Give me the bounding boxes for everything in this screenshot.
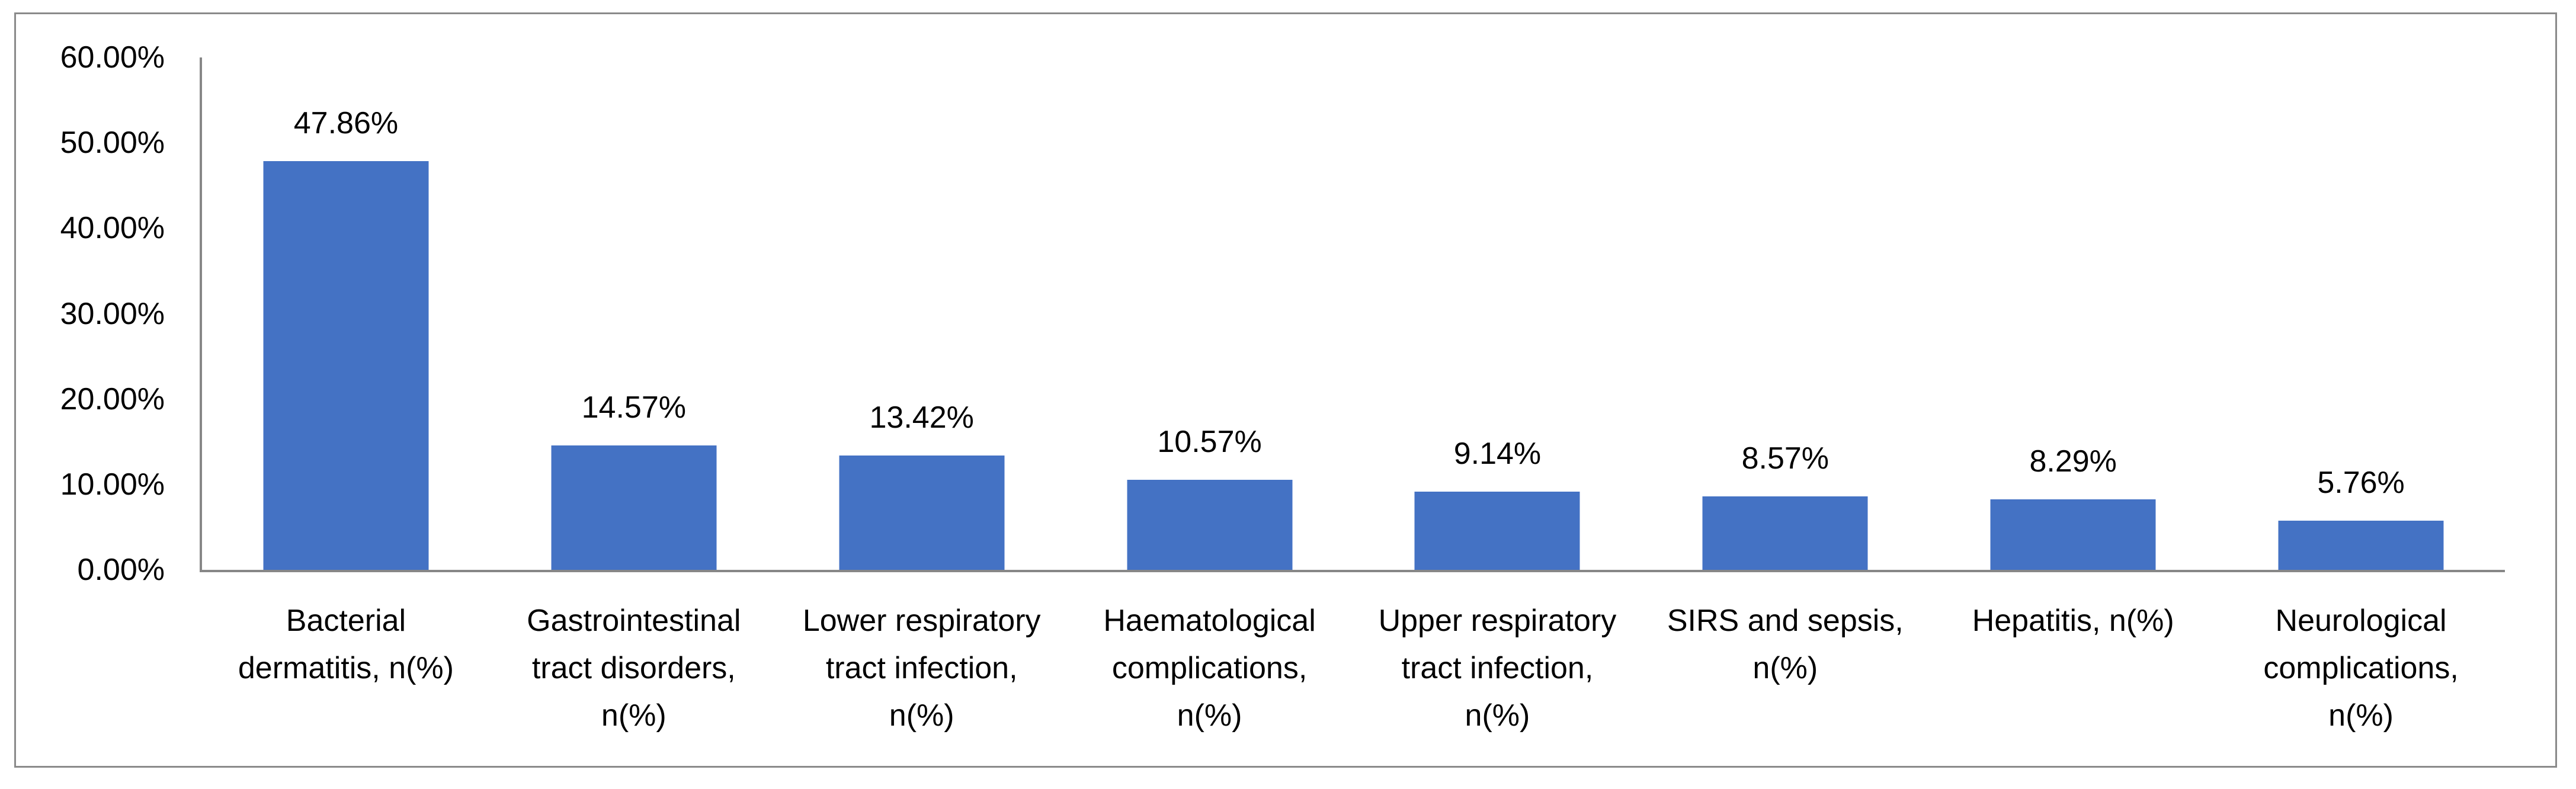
- bar: [1127, 479, 1293, 570]
- y-axis-tick-labels: 0.00% 10.00% 20.00% 30.00% 40.00% 50.00% 60.00…: [0, 0, 165, 789]
- bar-data-label: 5.76%: [2317, 465, 2405, 500]
- category-label: Upper respiratory tract infection, n(%): [1378, 604, 1617, 733]
- x-axis-category-labels: Bacterial dermatitis, n(%) Gastrointestin…: [202, 597, 2505, 739]
- bar-data-label: 9.14%: [1453, 437, 1542, 472]
- bar-slot: 9.14%: [1354, 57, 1642, 570]
- category-label: Lower respiratory tract infection, n(%): [802, 604, 1041, 733]
- bar: [2278, 520, 2444, 570]
- y-axis-tick-label: 0.00%: [77, 553, 165, 587]
- y-axis-tick-label: 40.00%: [60, 211, 165, 246]
- y-axis-tick-label: 60.00%: [60, 40, 165, 75]
- y-axis-tick-label: 50.00%: [60, 126, 165, 161]
- bar-data-label: 47.86%: [293, 106, 399, 141]
- bar-slot: 8.57%: [1641, 57, 1929, 570]
- y-axis-tick-label: 30.00%: [60, 296, 165, 331]
- bar: [551, 445, 717, 570]
- y-axis-line: [200, 57, 202, 572]
- bar-slot: 47.86%: [202, 57, 490, 570]
- plot-area: 47.86% 14.57% 13.42% 10.57% 9.14% 8.57% 8.29% 5…: [202, 57, 2505, 570]
- category-label: Neurological complications, n(%): [2263, 604, 2459, 733]
- bar-data-label: 10.57%: [1157, 424, 1262, 459]
- y-axis-tick-label: 20.00%: [60, 381, 165, 416]
- category-label: Bacterial dermatitis, n(%): [238, 604, 454, 685]
- bar-data-label: 8.29%: [2029, 444, 2117, 479]
- bar-slot: 14.57%: [490, 57, 778, 570]
- x-axis-line: [200, 570, 2505, 572]
- bar-slot: 5.76%: [2217, 57, 2505, 570]
- bar-data-label: 13.42%: [869, 400, 974, 435]
- category-label: SIRS and sepsis, n(%): [1667, 604, 1904, 685]
- bar: [839, 455, 1005, 570]
- bar-slot: 10.57%: [1066, 57, 1354, 570]
- bar: [1990, 499, 2156, 570]
- bar-slot: 13.42%: [778, 57, 1066, 570]
- bar-slot: 8.29%: [1929, 57, 2217, 570]
- category-label: Haematological complications, n(%): [1103, 604, 1316, 733]
- bar: [1414, 492, 1580, 570]
- chart-outer-border: [14, 12, 2557, 768]
- bar: [1702, 496, 1868, 570]
- bar: [263, 161, 429, 570]
- category-label: Hepatitis, n(%): [1972, 604, 2174, 638]
- y-axis-tick-label: 10.00%: [60, 467, 165, 502]
- category-label: Gastrointestinal tract disorders, n(%): [527, 604, 741, 733]
- bar-data-label: 8.57%: [1741, 441, 1830, 476]
- bar-data-label: 14.57%: [581, 390, 686, 425]
